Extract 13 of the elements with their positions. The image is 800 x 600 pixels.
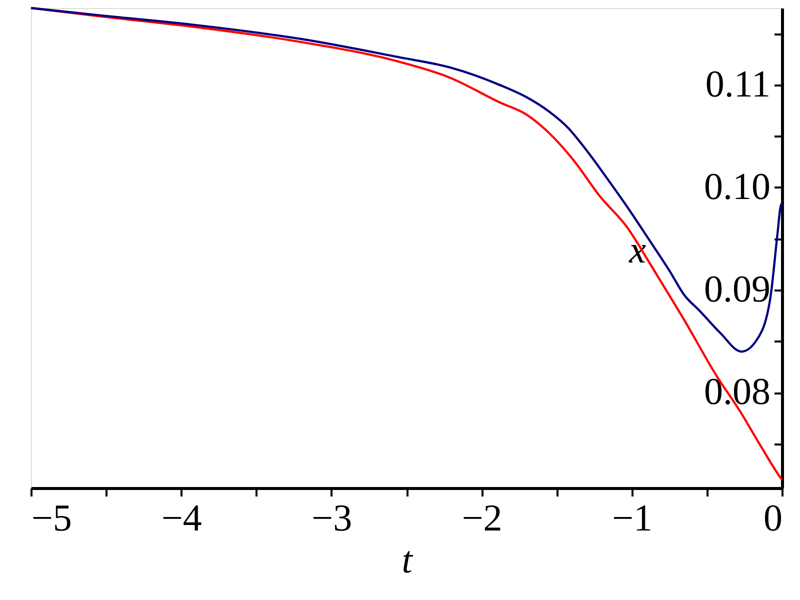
y-axis-title: x (628, 230, 646, 272)
x-axis-title: t (402, 540, 414, 582)
line-series (30, 6, 784, 481)
x-tick-label: −1 (612, 498, 653, 540)
x-tick-label: −2 (462, 498, 502, 540)
x-tick-label: −4 (161, 498, 202, 540)
y-tick-label: 0.10 (704, 166, 770, 208)
x-tick-label: −3 (312, 498, 352, 540)
y-tick-label: 0.11 (705, 63, 770, 106)
x-tick-label: 0 (764, 498, 782, 540)
x-tick-label: −5 (32, 498, 72, 540)
line-series (30, 6, 784, 353)
y-tick-label: 0.09 (704, 268, 770, 311)
